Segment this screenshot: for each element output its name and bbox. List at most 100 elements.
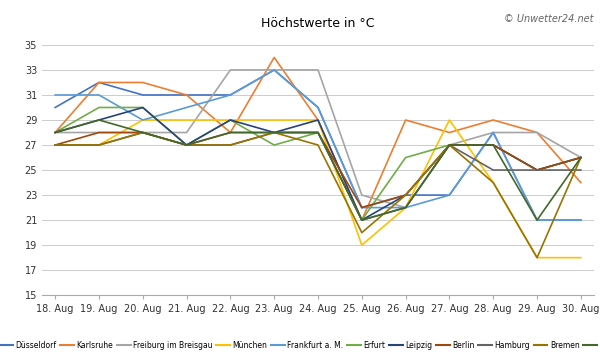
Berlin: [227, 130, 234, 135]
Hannover: [446, 143, 453, 147]
München: [533, 256, 541, 260]
Leipzig: [358, 218, 365, 222]
München: [358, 243, 365, 247]
Hamburg: [577, 168, 584, 172]
Berlin: [577, 156, 584, 160]
Düsseldorf: [358, 206, 365, 210]
Bremen: [183, 143, 190, 147]
München: [95, 143, 103, 147]
Karlsruhe: [490, 118, 497, 122]
Frankfurt a. M.: [577, 218, 584, 222]
Berlin: [402, 193, 409, 197]
Düsseldorf: [446, 193, 453, 197]
München: [139, 118, 146, 122]
Düsseldorf: [314, 105, 322, 110]
Berlin: [446, 143, 453, 147]
Berlin: [52, 143, 59, 147]
Line: Frankfurt a. M.: Frankfurt a. M.: [55, 70, 581, 220]
Erfurt: [314, 130, 322, 135]
Freiburg im Breisgau: [402, 206, 409, 210]
Hannover: [490, 143, 497, 147]
Hannover: [271, 130, 278, 135]
Hannover: [139, 130, 146, 135]
Düsseldorf: [95, 80, 103, 85]
Frankfurt a. M.: [227, 93, 234, 97]
Hannover: [52, 130, 59, 135]
Berlin: [271, 130, 278, 135]
Text: © Unwetter24.net: © Unwetter24.net: [505, 14, 594, 24]
Hamburg: [314, 130, 322, 135]
Leipzig: [446, 143, 453, 147]
Hannover: [577, 156, 584, 160]
Düsseldorf: [139, 93, 146, 97]
Leipzig: [402, 193, 409, 197]
Hamburg: [227, 143, 234, 147]
Line: Düsseldorf: Düsseldorf: [55, 70, 581, 220]
Hamburg: [95, 143, 103, 147]
Leipzig: [577, 156, 584, 160]
Hannover: [314, 130, 322, 135]
Hamburg: [183, 143, 190, 147]
Hannover: [183, 143, 190, 147]
Frankfurt a. M.: [271, 68, 278, 72]
Erfurt: [490, 143, 497, 147]
Leipzig: [490, 143, 497, 147]
Hannover: [227, 130, 234, 135]
Erfurt: [183, 143, 190, 147]
Hamburg: [139, 130, 146, 135]
Düsseldorf: [227, 93, 234, 97]
Hannover: [358, 218, 365, 222]
Berlin: [490, 143, 497, 147]
Erfurt: [271, 143, 278, 147]
Düsseldorf: [183, 93, 190, 97]
München: [227, 118, 234, 122]
Leipzig: [139, 105, 146, 110]
Erfurt: [139, 105, 146, 110]
Berlin: [183, 143, 190, 147]
Karlsruhe: [446, 130, 453, 135]
München: [314, 118, 322, 122]
Freiburg im Breisgau: [139, 130, 146, 135]
Leipzig: [183, 143, 190, 147]
Düsseldorf: [52, 105, 59, 110]
Düsseldorf: [577, 218, 584, 222]
Frankfurt a. M.: [139, 118, 146, 122]
Karlsruhe: [227, 130, 234, 135]
Frankfurt a. M.: [446, 193, 453, 197]
Erfurt: [227, 118, 234, 122]
München: [446, 118, 453, 122]
Karlsruhe: [95, 80, 103, 85]
Hannover: [95, 118, 103, 122]
Karlsruhe: [183, 93, 190, 97]
Berlin: [139, 130, 146, 135]
Karlsruhe: [139, 80, 146, 85]
Line: Karlsruhe: Karlsruhe: [55, 58, 581, 220]
München: [577, 256, 584, 260]
Title: Höchstwerte in °C: Höchstwerte in °C: [261, 17, 375, 30]
Hamburg: [358, 218, 365, 222]
Line: Bremen: Bremen: [55, 132, 581, 258]
München: [402, 206, 409, 210]
Hannover: [402, 206, 409, 210]
Hannover: [533, 218, 541, 222]
Line: München: München: [55, 120, 581, 258]
Line: Erfurt: Erfurt: [55, 108, 581, 220]
Frankfurt a. M.: [533, 218, 541, 222]
Leipzig: [52, 130, 59, 135]
Freiburg im Breisgau: [314, 68, 322, 72]
Düsseldorf: [533, 218, 541, 222]
Frankfurt a. M.: [490, 130, 497, 135]
München: [183, 118, 190, 122]
Karlsruhe: [314, 118, 322, 122]
Freiburg im Breisgau: [271, 68, 278, 72]
Karlsruhe: [533, 130, 541, 135]
Hamburg: [52, 143, 59, 147]
Bremen: [490, 180, 497, 185]
Karlsruhe: [358, 218, 365, 222]
Leipzig: [533, 168, 541, 172]
Hamburg: [533, 168, 541, 172]
Erfurt: [95, 105, 103, 110]
Freiburg im Breisgau: [577, 156, 584, 160]
Freiburg im Breisgau: [227, 68, 234, 72]
Leipzig: [314, 118, 322, 122]
